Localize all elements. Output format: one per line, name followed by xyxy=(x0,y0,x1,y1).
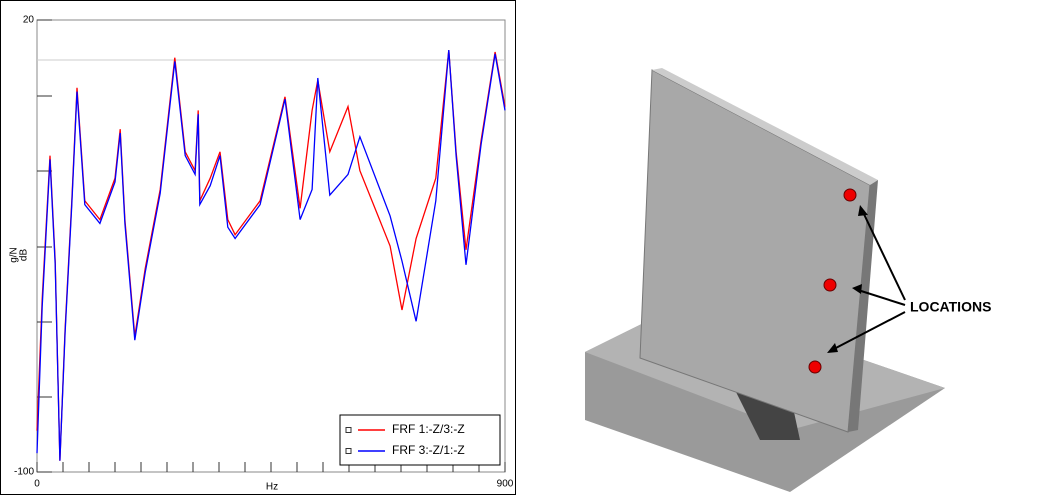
y-tick-label: -100 xyxy=(14,467,34,478)
series-line xyxy=(36,50,506,461)
legend-marker xyxy=(345,427,352,433)
y-axis-unit: g/N xyxy=(9,247,20,263)
y-axis-label: dB xyxy=(19,249,30,262)
legend-label: FRF 1:-Z/3:-Z xyxy=(392,422,465,436)
photo-label: LOCATIONS xyxy=(910,299,991,315)
photo: LOCATIONS xyxy=(585,68,991,492)
legend-label: FRF 3:-Z/1:-Z xyxy=(392,443,465,457)
legend xyxy=(339,414,501,466)
x-axis-label: Hz xyxy=(266,482,278,493)
y-tick-label: 20 xyxy=(23,15,35,26)
series-line xyxy=(36,50,506,461)
plot-area xyxy=(36,19,506,473)
legend-marker xyxy=(345,448,352,454)
x-tick-label: 900 xyxy=(497,479,514,490)
x-tick-label: 0 xyxy=(34,479,40,490)
